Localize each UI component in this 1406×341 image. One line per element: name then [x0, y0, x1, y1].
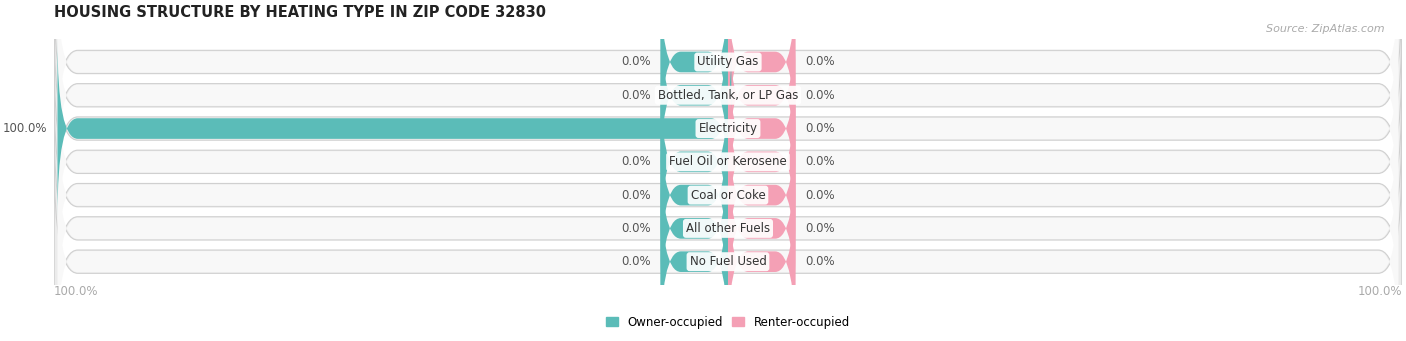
FancyBboxPatch shape: [58, 0, 1399, 151]
Text: Electricity: Electricity: [699, 122, 758, 135]
Text: 0.0%: 0.0%: [806, 56, 835, 69]
FancyBboxPatch shape: [53, 157, 1402, 341]
FancyBboxPatch shape: [728, 72, 796, 251]
FancyBboxPatch shape: [53, 0, 1402, 200]
FancyBboxPatch shape: [728, 106, 796, 285]
Text: 0.0%: 0.0%: [806, 155, 835, 168]
FancyBboxPatch shape: [53, 0, 1402, 167]
Text: All other Fuels: All other Fuels: [686, 222, 770, 235]
FancyBboxPatch shape: [58, 39, 1399, 218]
Text: 100.0%: 100.0%: [53, 285, 98, 298]
Text: Bottled, Tank, or LP Gas: Bottled, Tank, or LP Gas: [658, 89, 799, 102]
FancyBboxPatch shape: [661, 139, 728, 318]
Text: 0.0%: 0.0%: [806, 122, 835, 135]
Text: Fuel Oil or Kerosene: Fuel Oil or Kerosene: [669, 155, 787, 168]
Text: 0.0%: 0.0%: [806, 222, 835, 235]
FancyBboxPatch shape: [53, 57, 1402, 267]
FancyBboxPatch shape: [58, 139, 1399, 317]
FancyBboxPatch shape: [728, 0, 796, 151]
FancyBboxPatch shape: [53, 24, 1402, 233]
Text: 0.0%: 0.0%: [806, 255, 835, 268]
Text: 0.0%: 0.0%: [621, 89, 651, 102]
Text: Coal or Coke: Coal or Coke: [690, 189, 765, 202]
FancyBboxPatch shape: [728, 172, 796, 341]
FancyBboxPatch shape: [58, 106, 1399, 284]
FancyBboxPatch shape: [53, 123, 1402, 333]
FancyBboxPatch shape: [728, 139, 796, 318]
FancyBboxPatch shape: [58, 173, 1399, 341]
FancyBboxPatch shape: [661, 72, 728, 251]
Text: Utility Gas: Utility Gas: [697, 56, 759, 69]
Text: 100.0%: 100.0%: [3, 122, 48, 135]
FancyBboxPatch shape: [661, 106, 728, 285]
Text: 0.0%: 0.0%: [621, 155, 651, 168]
FancyBboxPatch shape: [58, 39, 731, 218]
Legend: Owner-occupied, Renter-occupied: Owner-occupied, Renter-occupied: [602, 311, 855, 333]
Text: 0.0%: 0.0%: [806, 89, 835, 102]
FancyBboxPatch shape: [53, 90, 1402, 300]
FancyBboxPatch shape: [58, 6, 1399, 184]
Text: 0.0%: 0.0%: [621, 189, 651, 202]
Text: No Fuel Used: No Fuel Used: [689, 255, 766, 268]
FancyBboxPatch shape: [661, 172, 728, 341]
Text: HOUSING STRUCTURE BY HEATING TYPE IN ZIP CODE 32830: HOUSING STRUCTURE BY HEATING TYPE IN ZIP…: [53, 5, 546, 20]
FancyBboxPatch shape: [58, 73, 1399, 251]
FancyBboxPatch shape: [728, 39, 796, 218]
Text: 0.0%: 0.0%: [621, 255, 651, 268]
FancyBboxPatch shape: [661, 6, 728, 185]
Text: 0.0%: 0.0%: [621, 222, 651, 235]
Text: 100.0%: 100.0%: [1357, 285, 1402, 298]
Text: 0.0%: 0.0%: [806, 189, 835, 202]
Text: 0.0%: 0.0%: [621, 56, 651, 69]
Text: Source: ZipAtlas.com: Source: ZipAtlas.com: [1267, 24, 1385, 34]
FancyBboxPatch shape: [728, 6, 796, 185]
FancyBboxPatch shape: [661, 0, 728, 151]
